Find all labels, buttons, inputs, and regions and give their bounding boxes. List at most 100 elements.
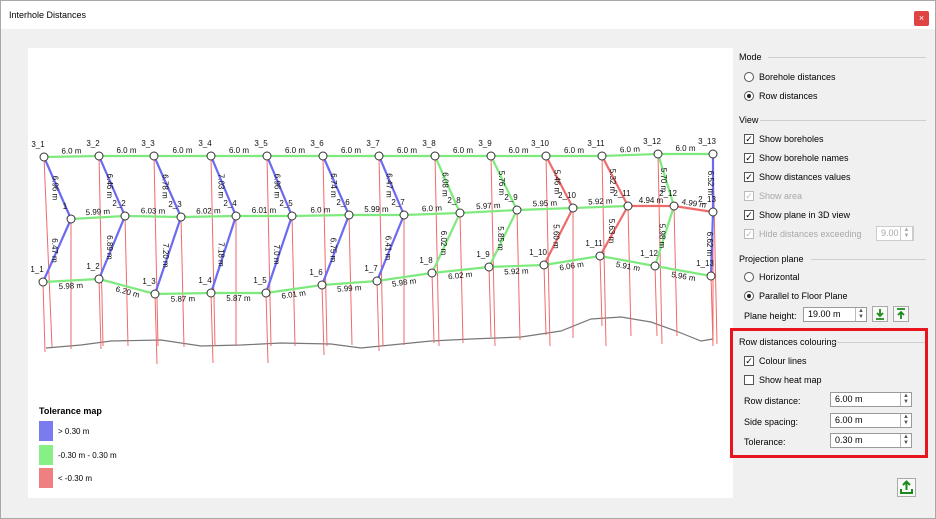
- drill-trace: [432, 273, 434, 343]
- borehole-name: 1_2: [86, 262, 100, 271]
- borehole-name: 1_4: [198, 276, 212, 285]
- show-borehole-names-checkbox[interactable]: ✓ Show borehole names: [744, 151, 849, 165]
- borehole-name: 2_4: [223, 199, 237, 208]
- borehole-name: 3_6: [310, 139, 324, 148]
- radio-icon[interactable]: [744, 272, 754, 282]
- mode-option-row[interactable]: Row distances: [744, 89, 818, 103]
- borehole-name: 1_13: [696, 259, 714, 268]
- spacing-label: 6.02 m: [196, 206, 221, 215]
- show-distances-values-checkbox[interactable]: ✓ Show distances values: [744, 170, 851, 184]
- borehole-marker: [400, 211, 408, 219]
- checkbox-disabled-icon: ✓: [744, 229, 754, 239]
- borehole-marker: [596, 252, 604, 260]
- spacing-label: 5.98 m: [58, 281, 83, 291]
- checkbox-checked-icon[interactable]: ✓: [744, 134, 754, 144]
- row-distance-label: 7.0 m: [272, 244, 281, 264]
- borehole-name: 1_8: [419, 256, 433, 265]
- row-2-segment: [292, 215, 349, 216]
- borehole-diagram: 3_1 3_2 3_3 3_4 3_5 3_6 3_7 3_8 3_9 3_10 3_11 3_12 3…: [28, 48, 733, 498]
- borehole-marker: [95, 275, 103, 283]
- radio-selected-icon[interactable]: [744, 291, 754, 301]
- radio-icon[interactable]: [744, 72, 754, 82]
- show-boreholes-checkbox[interactable]: ✓ Show boreholes: [744, 132, 824, 146]
- legend-label-blue: > 0.30 m: [58, 427, 89, 436]
- spacing-label: 6.0 m: [453, 146, 473, 155]
- borehole-marker: [262, 289, 270, 297]
- checkbox-checked-icon[interactable]: ✓: [744, 172, 754, 182]
- borehole-marker: [95, 152, 103, 160]
- spacing-label: 6.0 m: [675, 144, 695, 153]
- borehole-marker: [431, 152, 439, 160]
- terrain-profile: [46, 317, 713, 348]
- row-3-segment: [44, 156, 99, 157]
- drill-trace: [349, 215, 352, 345]
- drill-trace: [377, 281, 379, 351]
- export-button[interactable]: [897, 478, 916, 497]
- projection-group-title: Projection plane: [739, 254, 804, 264]
- borehole-marker: [375, 152, 383, 160]
- borehole-marker: [318, 281, 326, 289]
- borehole-marker: [121, 212, 129, 220]
- mode-option-borehole[interactable]: Borehole distances: [744, 70, 836, 84]
- spacing-label: 5.99 m: [85, 207, 110, 217]
- borehole-name: 1: [63, 202, 68, 211]
- row-distance-label: 6.96 m: [273, 174, 282, 199]
- show-area-checkbox: ✓ Show area: [744, 189, 802, 203]
- row-distance-label: 5.76 m: [497, 171, 506, 196]
- borehole-name: 3_10: [531, 139, 549, 148]
- spacing-label: 6.03 m: [141, 206, 166, 215]
- borehole-name: 3_7: [366, 139, 380, 148]
- borehole-marker: [654, 150, 662, 158]
- drill-trace: [43, 282, 45, 352]
- drill-trace: [125, 216, 128, 346]
- borehole-marker: [40, 153, 48, 161]
- spacing-label: 6.0 m: [341, 146, 361, 155]
- borehole-marker: [513, 206, 521, 214]
- mode-divider: [768, 57, 926, 58]
- drill-trace: [292, 216, 295, 346]
- drill-trace: [491, 156, 495, 346]
- projection-option-horizontal[interactable]: Horizontal: [744, 270, 800, 284]
- spacing-label: 6.0 m: [61, 146, 82, 155]
- legend-swatch-red: [39, 468, 53, 488]
- drill-trace: [99, 279, 101, 349]
- close-button[interactable]: ×: [914, 11, 929, 26]
- borehole-name: 3_5: [254, 139, 268, 148]
- highlight-box: [730, 328, 928, 458]
- checkbox-checked-icon[interactable]: ✓: [744, 210, 754, 220]
- borehole-marker: [207, 289, 215, 297]
- row-distance-label: 6.89 m: [105, 235, 114, 260]
- spacing-label: 6.0 m: [285, 146, 305, 155]
- spacing-label: 6.0 m: [229, 146, 249, 155]
- spacing-label: 6.0 m: [620, 145, 641, 155]
- projection-option-label: Parallel to Floor Plane: [759, 291, 848, 301]
- stepper-arrows-icon[interactable]: ▲ ▼: [855, 308, 866, 321]
- spacing-label: 5.97 m: [476, 201, 501, 211]
- borehole-marker: [707, 272, 715, 280]
- view-divider: [760, 120, 926, 121]
- row-distance-label: 5.85 m: [496, 226, 505, 251]
- plane-height-input[interactable]: 19.00 m ▲ ▼: [803, 307, 867, 322]
- borehole-name: 2_8: [447, 196, 461, 205]
- show-plane-3d-checkbox[interactable]: ✓ Show plane in 3D view: [744, 208, 850, 222]
- download-height-button[interactable]: [872, 306, 888, 322]
- drill-trace: [379, 156, 383, 346]
- drill-trace: [322, 285, 324, 355]
- distance-canvas[interactable]: 3_1 3_2 3_3 3_4 3_5 3_6 3_7 3_8 3_9 3_10 3_11 3_12 3…: [28, 48, 733, 498]
- borehole-marker: [207, 152, 215, 160]
- projection-option-parallel[interactable]: Parallel to Floor Plane: [744, 289, 848, 303]
- borehole-name: 3_12: [643, 137, 661, 146]
- upload-height-button[interactable]: [893, 306, 909, 322]
- borehole-name: 2_7: [391, 198, 405, 207]
- borehole-name: 1_11: [585, 239, 603, 248]
- row-distance-label: 5.70 m: [659, 168, 668, 193]
- checkbox-checked-icon[interactable]: ✓: [744, 153, 754, 163]
- plane-height-value: 19.00 m: [808, 309, 841, 319]
- spacing-label: 5.92 m: [504, 267, 529, 277]
- drill-trace: [655, 266, 657, 336]
- borehole-name: 3_1: [31, 140, 45, 149]
- drill-trace: [600, 256, 602, 326]
- borehole-marker: [39, 278, 47, 286]
- radio-selected-icon[interactable]: [744, 91, 754, 101]
